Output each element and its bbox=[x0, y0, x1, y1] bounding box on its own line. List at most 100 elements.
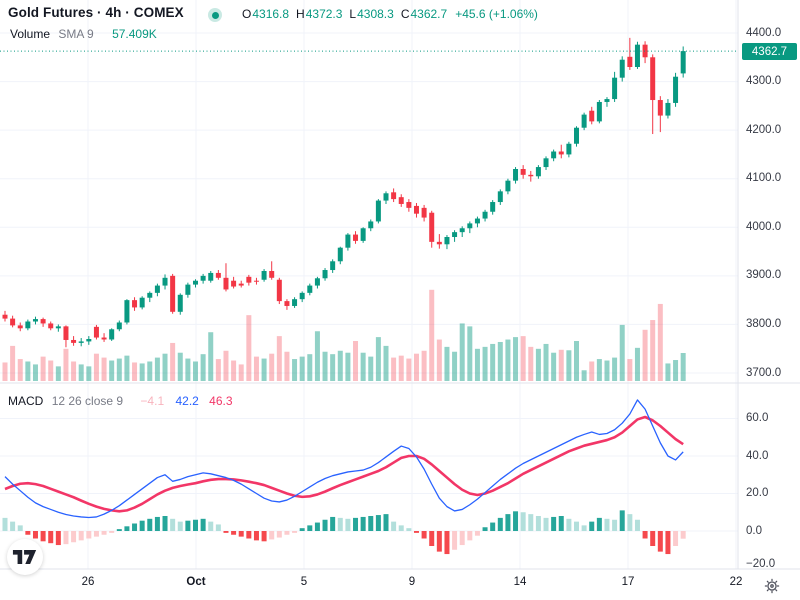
volume-bar bbox=[528, 346, 534, 381]
volume-bar bbox=[86, 366, 92, 381]
volume-bar bbox=[680, 353, 686, 381]
volume-bar bbox=[124, 355, 130, 381]
volume-bar bbox=[634, 347, 640, 381]
candlestick bbox=[10, 318, 16, 326]
candlestick bbox=[284, 301, 290, 306]
candlestick bbox=[253, 280, 259, 282]
candlestick bbox=[292, 299, 298, 306]
time-tick-label: 22 bbox=[729, 576, 743, 588]
volume-bar bbox=[25, 361, 31, 381]
time-tick-label: 17 bbox=[621, 576, 635, 588]
candlestick bbox=[467, 223, 473, 229]
macd-label: MACD bbox=[8, 394, 44, 408]
candlestick bbox=[421, 207, 427, 218]
candlestick bbox=[665, 102, 671, 116]
volume-label: Volume bbox=[10, 27, 51, 41]
macd-histogram-bar bbox=[261, 531, 267, 542]
open-label: O bbox=[242, 7, 252, 21]
price-tick-label: 4300.0 bbox=[746, 75, 782, 88]
macd-histogram-bar bbox=[215, 524, 221, 531]
macd-histogram-bar bbox=[551, 516, 557, 531]
candlestick bbox=[17, 325, 23, 329]
volume-bar bbox=[665, 363, 671, 381]
volume-bar bbox=[452, 351, 458, 381]
candlestick bbox=[223, 277, 229, 290]
time-tick-label: 5 bbox=[300, 576, 308, 588]
macd-histogram-bar bbox=[314, 522, 320, 531]
candlestick bbox=[360, 228, 366, 241]
time-tick-label: 14 bbox=[513, 576, 527, 588]
macd-histogram-bar bbox=[101, 531, 107, 535]
volume-bar bbox=[444, 346, 450, 381]
gear-icon[interactable] bbox=[763, 577, 781, 595]
volume-bar bbox=[177, 352, 183, 381]
volume-legend[interactable]: Volume SMA 9 57.409K bbox=[10, 27, 157, 41]
macd-histogram-bar bbox=[368, 516, 374, 531]
candlestick bbox=[337, 247, 343, 262]
macd-histogram-bar bbox=[170, 518, 176, 531]
market-status-icon[interactable] bbox=[208, 8, 222, 22]
low-value: 4308.3 bbox=[357, 7, 394, 21]
macd-histogram-bar bbox=[360, 516, 366, 531]
candlestick bbox=[459, 228, 465, 233]
volume-bar bbox=[2, 362, 8, 381]
macd-histogram-bar bbox=[535, 516, 541, 531]
candlestick bbox=[429, 212, 435, 242]
macd-histogram-bar bbox=[162, 516, 168, 531]
macd-histogram-bar bbox=[665, 531, 671, 555]
candlestick bbox=[86, 339, 92, 342]
volume-bar bbox=[558, 349, 564, 381]
macd-histogram-bar bbox=[558, 516, 564, 531]
macd-histogram-bar bbox=[292, 531, 298, 533]
volume-bar bbox=[193, 361, 198, 381]
candlestick bbox=[650, 57, 656, 101]
macd-tick-label: −20.0 bbox=[746, 558, 776, 570]
candlestick bbox=[482, 211, 488, 219]
macd-histogram-bar bbox=[2, 517, 8, 531]
candlestick bbox=[101, 337, 107, 340]
tradingview-logo[interactable] bbox=[7, 539, 43, 575]
volume-bar bbox=[619, 324, 625, 381]
macd-histogram-bar bbox=[642, 531, 648, 539]
macd-histogram-bar bbox=[520, 512, 526, 531]
macd-histogram-bar bbox=[177, 521, 183, 531]
candlestick bbox=[269, 271, 275, 278]
macd-histogram-bar bbox=[528, 514, 534, 531]
macd-histogram-bar bbox=[657, 531, 663, 552]
volume-bar bbox=[612, 357, 618, 381]
volume-bar bbox=[551, 352, 557, 381]
macd-histogram-bar bbox=[32, 531, 38, 539]
volume-bar bbox=[429, 289, 435, 381]
candlestick bbox=[147, 292, 153, 298]
high-value: 4372.3 bbox=[305, 7, 343, 21]
symbol-title[interactable]: Gold Futures · 4h · COMEX bbox=[8, 5, 184, 20]
macd-histogram-bar bbox=[581, 525, 587, 531]
volume-bar bbox=[436, 339, 442, 381]
macd-histogram-bar bbox=[139, 520, 145, 531]
volume-bar bbox=[413, 353, 419, 381]
volume-bar bbox=[360, 352, 366, 381]
macd-signal-value: 46.3 bbox=[209, 394, 233, 408]
macd-histogram-bar bbox=[299, 528, 305, 531]
candlestick bbox=[25, 321, 31, 329]
candlestick bbox=[116, 322, 122, 330]
candlestick bbox=[170, 275, 176, 312]
macd-histogram-bar bbox=[40, 531, 46, 542]
candlestick bbox=[673, 76, 679, 103]
candlestick bbox=[193, 280, 198, 285]
candlestick bbox=[612, 77, 618, 100]
candlestick bbox=[398, 197, 404, 204]
macd-histogram-bar bbox=[421, 531, 427, 539]
candlestick bbox=[528, 174, 534, 177]
volume-bar bbox=[383, 345, 389, 381]
macd-legend[interactable]: MACD 12 26 close 9 −4.1 42.2 46.3 bbox=[8, 394, 233, 408]
macd-histogram-bar bbox=[86, 531, 92, 539]
ohlc-values: O4316.8 H4372.3 L4308.3 C4362.7 +45.6 (+1.06… bbox=[242, 7, 538, 21]
volume-bar bbox=[231, 360, 237, 381]
macd-histogram-bar bbox=[276, 531, 282, 538]
macd-histogram-bar bbox=[78, 531, 84, 541]
macd-histogram-bar bbox=[208, 521, 214, 531]
high-label: H bbox=[296, 7, 305, 21]
macd-tick-label: 40.0 bbox=[746, 449, 769, 462]
